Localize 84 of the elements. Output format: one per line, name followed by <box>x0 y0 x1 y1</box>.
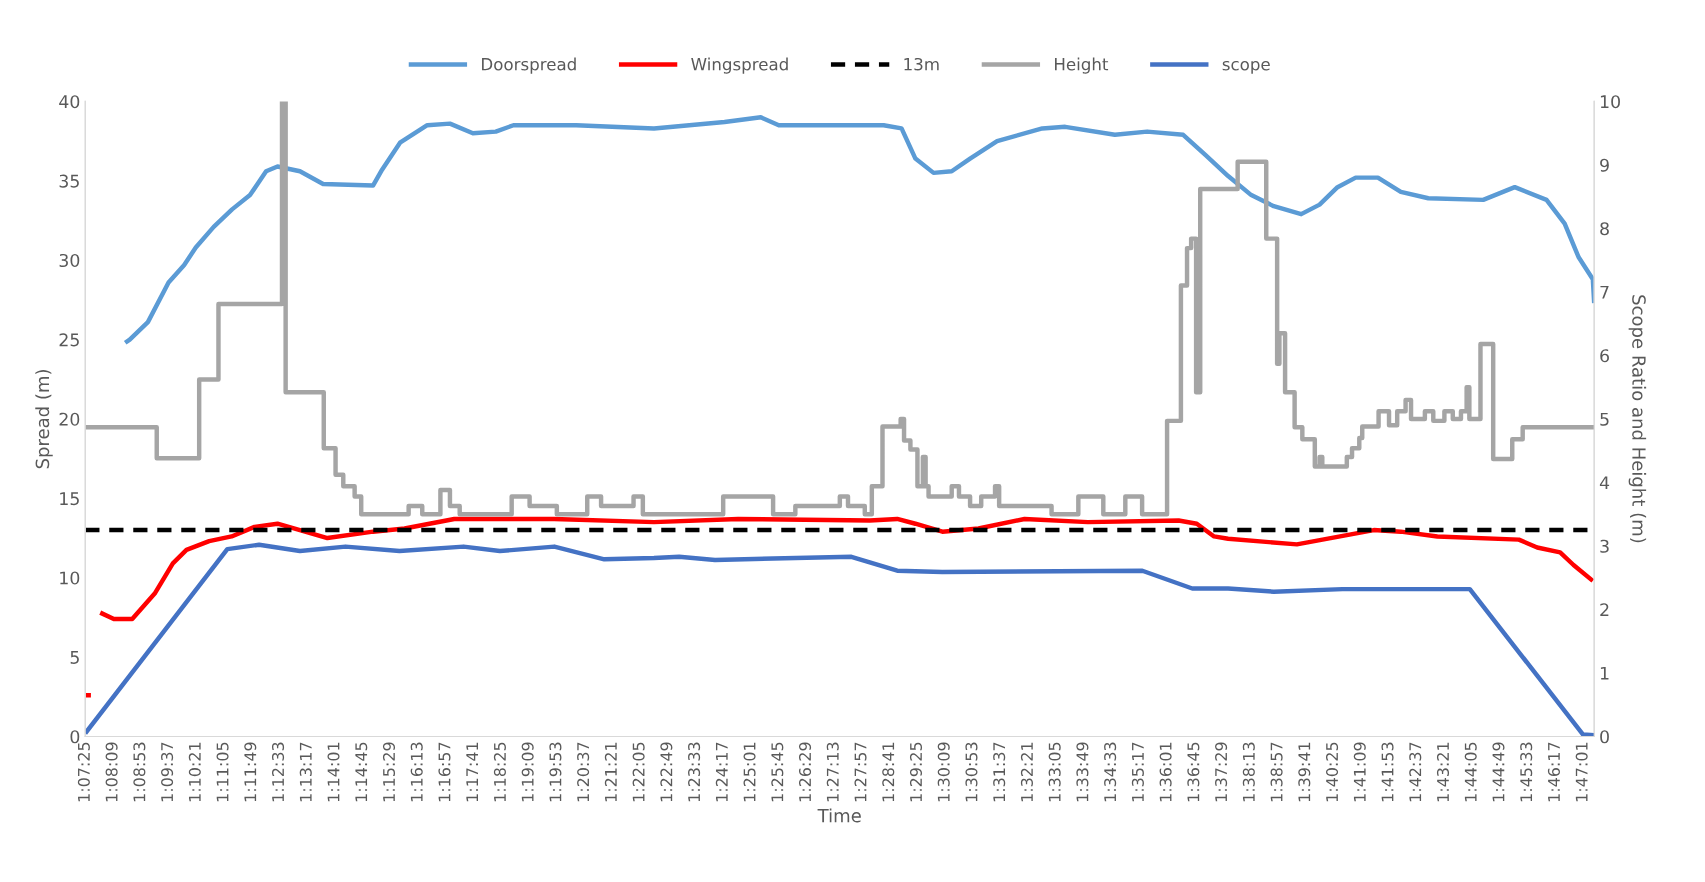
x-tick-label: 1:15:29 <box>382 742 396 802</box>
x-tick-label: 1:38:13 <box>1242 742 1255 802</box>
x-tick-label: 1:35:17 <box>1131 742 1144 802</box>
y2-tick-label: 6 <box>1600 349 1609 363</box>
y-tick-label: 5 <box>70 651 79 664</box>
x-tick-label: 1:08:53 <box>133 742 146 802</box>
x-tick-label: 1:07:25 <box>77 742 90 802</box>
x-tick-label: 1:39:41 <box>1298 742 1311 802</box>
x-tick-label: 1:38:57 <box>1270 742 1283 802</box>
x-tick-label: 1:31:37 <box>993 742 1006 802</box>
x-tick-label: 1:44:49 <box>1492 742 1505 802</box>
x-tick-label: 1:29:25 <box>909 742 923 802</box>
x-tick-label: 1:19:09 <box>521 742 534 802</box>
x-tick-label: 1:30:09 <box>937 742 950 802</box>
y-tick-label: 30 <box>59 253 80 268</box>
x-tick-label: 1:27:57 <box>854 742 867 802</box>
x-tick-label: 1:46:17 <box>1547 742 1560 802</box>
x-tick-label: 1:32:21 <box>1020 742 1033 802</box>
y2-tick-label: 7 <box>1600 285 1609 299</box>
x-tick-label: 1:18:25 <box>493 742 506 802</box>
x-tick-label: 1:19:53 <box>549 742 562 802</box>
x-tick-label: 1:17:41 <box>466 742 478 802</box>
x-tick-label: 1:27:13 <box>826 742 839 802</box>
x-tick-label: 1:33:49 <box>1076 742 1089 802</box>
legend-label: Wingspread <box>691 57 788 74</box>
y-tick-label: 15 <box>60 492 79 506</box>
x-tick-label: 1:23:33 <box>688 742 701 802</box>
y2-tick-label: 2 <box>1600 603 1609 617</box>
y-tick-label: 25 <box>59 333 79 347</box>
y-axis-title: Spread (m) <box>35 370 53 469</box>
x-tick-label: 1:10:21 <box>188 742 201 802</box>
x-tick-label: 1:43:21 <box>1436 742 1450 802</box>
x-tick-label: 1:16:13 <box>410 742 423 802</box>
x-tick-label: 1:34:33 <box>1104 742 1117 802</box>
x-tick-label: 1:30:53 <box>965 742 978 802</box>
y-tick-label: 20 <box>59 412 80 426</box>
y-tick-label: 0 <box>70 730 80 744</box>
y2-tick-label: 1 <box>1600 666 1609 680</box>
x-tick-label: 1:16:57 <box>438 742 451 802</box>
legend-label: scope <box>1222 60 1270 74</box>
legend-label: 13m <box>904 57 939 71</box>
y2-tick-label: 9 <box>1600 158 1609 172</box>
x-tick-label: 1:41:09 <box>1353 742 1366 802</box>
y-tick-label: 40 <box>59 95 80 109</box>
x-tick-label: 1:13:17 <box>299 742 312 802</box>
y2-tick-label: 10 <box>1600 95 1620 109</box>
x-tick-label: 1:11:49 <box>244 742 257 802</box>
x-tick-label: 1:21:21 <box>604 742 617 802</box>
x-tick-label: 1:14:45 <box>355 742 368 802</box>
x-tick-label: 1:28:41 <box>882 742 895 802</box>
x-tick-label: 1:36:45 <box>1187 742 1200 802</box>
x-axis-title: Time <box>817 808 861 823</box>
legend-label: Height <box>1055 57 1109 74</box>
line-series <box>122 115 1595 345</box>
x-tick-label: 1:25:01 <box>743 742 756 802</box>
x-tick-label: 1:40:25 <box>1326 742 1339 802</box>
x-tick-label: 1:22:05 <box>632 742 645 802</box>
y2-tick-label: 0 <box>1600 730 1609 744</box>
legend-label: Doorspread <box>482 57 576 74</box>
y2-tick-label: 8 <box>1600 222 1609 236</box>
x-tick-label: 1:42:37 <box>1409 742 1422 802</box>
x-tick-label: 1:47:01 <box>1575 742 1588 802</box>
y-tick-label: 10 <box>60 571 80 585</box>
x-tick-label: 1:24:17 <box>715 742 728 802</box>
x-tick-label: 1:08:09 <box>105 742 118 802</box>
y2-tick-label: 4 <box>1599 476 1610 490</box>
x-tick-label: 1:11:05 <box>216 742 229 802</box>
x-tick-label: 1:14:01 <box>327 742 340 802</box>
y2-axis-title: Scope Ratio and Height (m) <box>1628 295 1647 543</box>
x-tick-label: 1:20:37 <box>577 742 590 802</box>
x-tick-label: 1:45:33 <box>1520 742 1533 802</box>
x-tick-label: 1:41:53 <box>1381 742 1394 802</box>
y2-tick-label: 3 <box>1600 539 1609 553</box>
x-tick-label: 1:12:33 <box>272 742 285 802</box>
x-tick-label: 1:33:05 <box>1048 742 1061 802</box>
x-tick-label: 1:44:05 <box>1464 742 1477 802</box>
y-tick-label: 35 <box>59 174 79 188</box>
y2-tick-label: 5 <box>1600 412 1609 426</box>
x-tick-label: 1:37:29 <box>1215 742 1228 802</box>
x-tick-label: 1:26:29 <box>799 742 812 802</box>
x-tick-label: 1:36:01 <box>1159 742 1172 802</box>
x-tick-label: 1:22:49 <box>660 742 673 802</box>
x-tick-label: 1:25:45 <box>771 742 784 802</box>
x-tick-label: 1:09:37 <box>161 742 174 802</box>
